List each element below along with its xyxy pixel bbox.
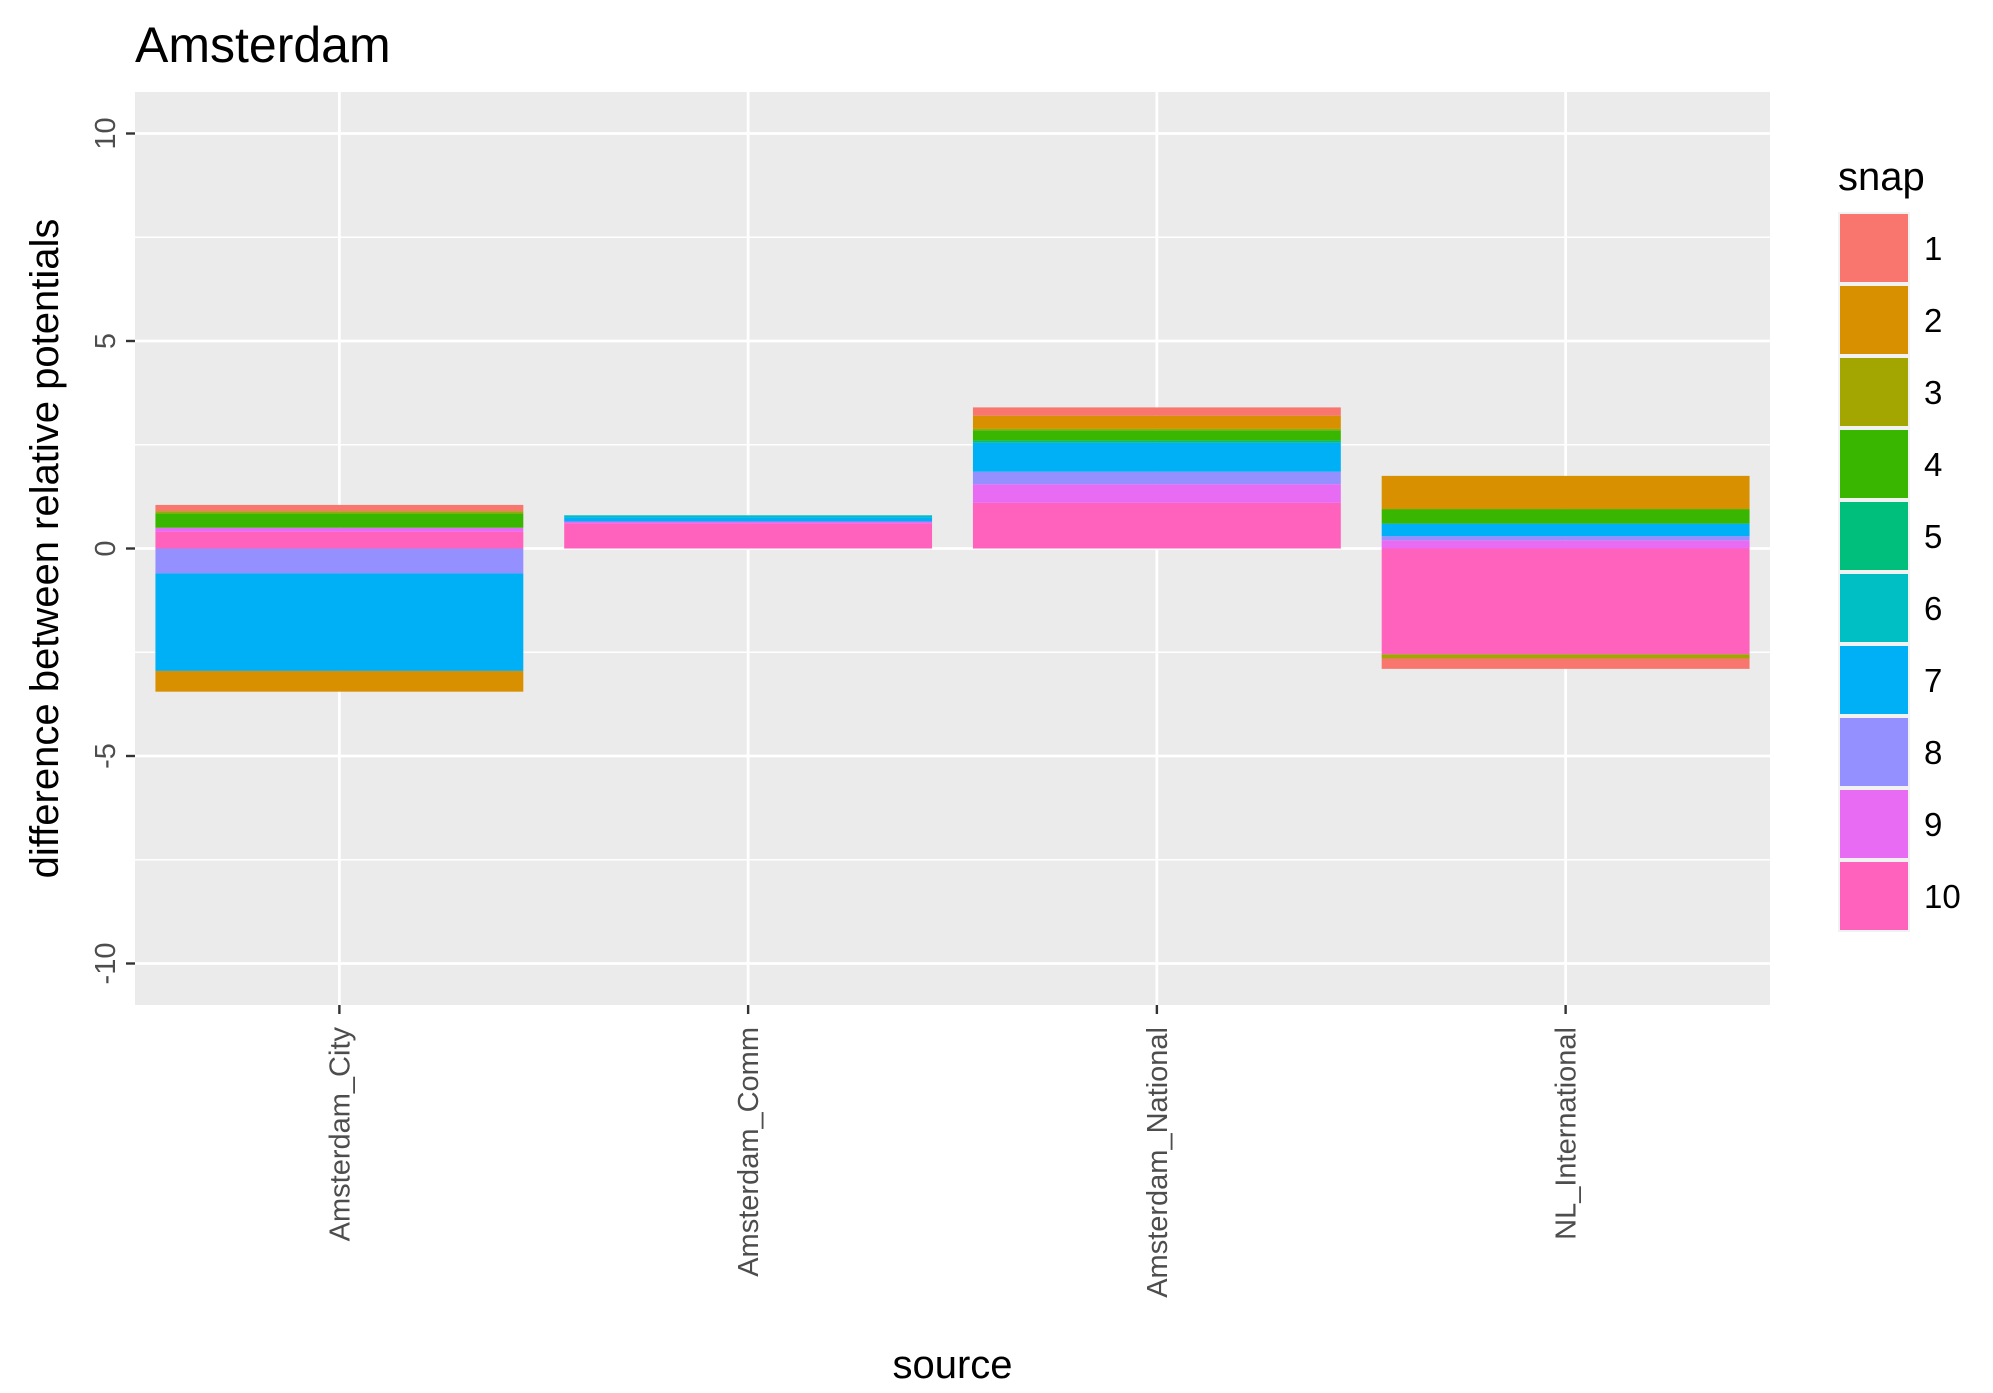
bar-segment bbox=[972, 407, 1341, 416]
legend-title: snap bbox=[1838, 155, 1925, 199]
bar-segment bbox=[972, 440, 1341, 443]
y-tick-label: -5 bbox=[90, 743, 122, 769]
legend-swatch bbox=[1840, 358, 1908, 426]
bar-segment bbox=[1381, 523, 1750, 537]
bar-segment bbox=[155, 511, 524, 514]
y-axis-title: difference between relative potentials bbox=[23, 219, 67, 879]
legend-label: 2 bbox=[1924, 302, 1942, 339]
bar-segment bbox=[972, 415, 1341, 429]
legend-label: 8 bbox=[1924, 734, 1942, 771]
x-axis-title: source bbox=[892, 1343, 1012, 1387]
legend-swatch bbox=[1840, 862, 1908, 930]
legend-swatch bbox=[1840, 286, 1908, 354]
legend-swatch bbox=[1840, 790, 1908, 858]
bar-segment bbox=[1381, 509, 1750, 524]
legend-label: 9 bbox=[1924, 806, 1942, 843]
legend-label: 6 bbox=[1924, 590, 1942, 627]
x-axis: Amsterdam_City Amsterdam_Comm Amsterdam_Na… bbox=[324, 1005, 1583, 1298]
bar-segment bbox=[155, 573, 524, 671]
y-tick-label: 10 bbox=[90, 117, 122, 149]
bar-segment bbox=[972, 442, 1341, 472]
bar-segment bbox=[155, 513, 524, 528]
x-tick-label: Amsterdam_City bbox=[324, 1027, 356, 1242]
bar-segment bbox=[155, 670, 524, 692]
bar-segment bbox=[564, 521, 933, 524]
bar-segment bbox=[1381, 540, 1750, 549]
x-tick-label: Amsterdam_National bbox=[1142, 1027, 1174, 1298]
legend-label: 4 bbox=[1924, 446, 1942, 483]
legend-swatch bbox=[1840, 430, 1908, 498]
bar-segment bbox=[972, 471, 1341, 485]
chart-title: Amsterdam bbox=[135, 17, 391, 73]
bars bbox=[155, 407, 1750, 692]
x-tick-label: Amsterdam_Comm bbox=[733, 1027, 765, 1277]
bar-segment bbox=[155, 531, 524, 549]
legend-swatch bbox=[1840, 214, 1908, 282]
bar-segment bbox=[155, 504, 524, 512]
legend-label: 5 bbox=[1924, 518, 1942, 555]
bar-segment bbox=[155, 527, 524, 532]
bar-segment bbox=[155, 548, 524, 574]
bar-segment bbox=[564, 515, 933, 518]
legend-label: 3 bbox=[1924, 374, 1942, 411]
bar-segment bbox=[1381, 475, 1750, 510]
bar-segment bbox=[1381, 548, 1750, 655]
legend-label: 10 bbox=[1924, 878, 1961, 915]
y-axis: -10 -5 0 5 10 bbox=[90, 117, 135, 984]
bar-segment bbox=[972, 430, 1341, 441]
bar-segment bbox=[564, 517, 933, 522]
legend-label: 1 bbox=[1924, 230, 1942, 267]
legend-swatch bbox=[1840, 502, 1908, 570]
bar-segment bbox=[972, 484, 1341, 503]
legend: snap 1 2 3 4 5 6 7 8 9 10 bbox=[1838, 155, 1961, 932]
y-tick-label: 0 bbox=[90, 540, 122, 556]
bar-segment bbox=[972, 502, 1341, 549]
legend-swatch bbox=[1840, 574, 1908, 642]
bar-segment bbox=[972, 428, 1341, 431]
bar-segment bbox=[1381, 654, 1750, 659]
legend-label: 7 bbox=[1924, 662, 1942, 699]
y-tick-label: -10 bbox=[90, 943, 122, 985]
legend-swatch bbox=[1840, 718, 1908, 786]
y-tick-label: 5 bbox=[90, 333, 122, 349]
x-tick-label: NL_International bbox=[1551, 1027, 1583, 1240]
bar-segment bbox=[564, 523, 933, 549]
bar-segment bbox=[1381, 658, 1750, 669]
bar-segment bbox=[1381, 536, 1750, 541]
legend-swatch bbox=[1840, 646, 1908, 714]
